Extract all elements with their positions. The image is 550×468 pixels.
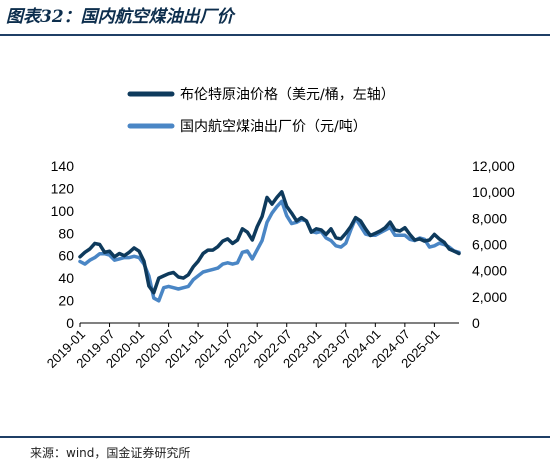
- y-left-tick-label: 60: [58, 248, 74, 264]
- series-lines: [78, 190, 461, 303]
- y-left-tick-label: 20: [58, 293, 74, 309]
- y-left-tick-label: 100: [51, 203, 75, 219]
- y-right-tick-label: 12,000: [472, 158, 515, 174]
- y-right-tick-label: 10,000: [472, 184, 515, 200]
- y-right-tick-label: 2,000: [472, 289, 507, 305]
- y-right-tick-label: 8,000: [472, 210, 507, 226]
- y-left-tick-label: 140: [51, 158, 75, 174]
- y-left-tick-label: 40: [58, 270, 74, 286]
- y-left-tick-label: 120: [51, 180, 75, 196]
- legend-label: 布伦特原油价格（美元/桶，左轴）: [180, 87, 395, 103]
- y-left-tick-label: 0: [66, 315, 74, 331]
- line-chart: 布伦特原油价格（美元/桶，左轴） 国内航空煤油出厂价（元/吨） 0 20 40 60 80…: [44, 87, 515, 371]
- source-note: 来源：wind，国金证券研究所: [30, 446, 191, 460]
- y-right-tick-label: 0: [472, 315, 480, 331]
- legend-label: 国内航空煤油出厂价（元/吨）: [180, 119, 367, 135]
- y-right-tick-label: 6,000: [472, 237, 507, 253]
- figure-title: 图表32：国内航空煤油出厂价: [6, 7, 234, 27]
- axes: 0 20 40 60 80 100 120 140 0 2,000 4,000 6,000 8,000 1…: [44, 158, 515, 371]
- y-right-tick-label: 4,000: [472, 263, 507, 279]
- series-line-brent: [78, 190, 461, 295]
- bottom-rule: [0, 436, 550, 438]
- legend: 布伦特原油价格（美元/桶，左轴） 国内航空煤油出厂价（元/吨）: [127, 87, 395, 135]
- top-rule: [0, 34, 550, 36]
- y-left-tick-label: 80: [58, 225, 74, 241]
